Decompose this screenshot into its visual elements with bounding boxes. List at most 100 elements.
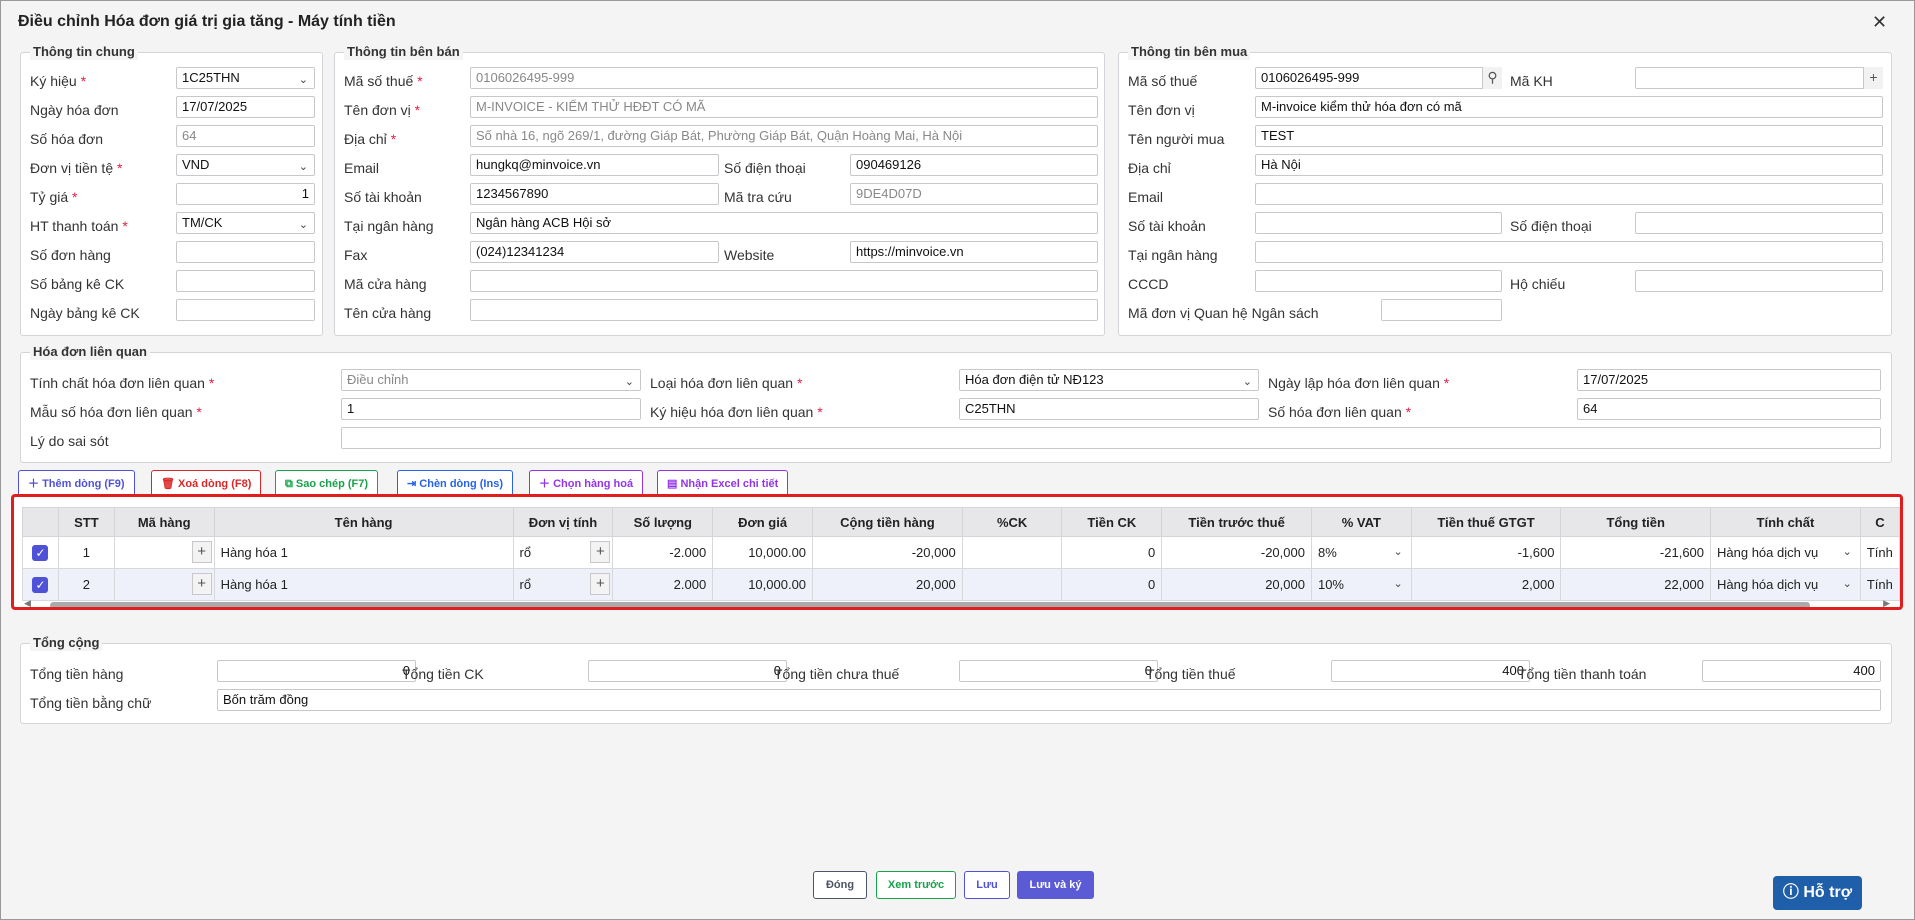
cell-pre-tax[interactable]: -20,000 (1161, 536, 1312, 569)
col-amount[interactable]: Cộng tiền hàng (812, 507, 963, 537)
cell-code[interactable]: + (113, 536, 215, 569)
cell-vat[interactable]: 8% ⌄ (1310, 536, 1412, 569)
related-nature-select[interactable]: Điều chỉnh ⌄ (341, 369, 641, 391)
buyer-phone-input[interactable] (1635, 212, 1883, 234)
save-button[interactable]: Lưu (964, 871, 1010, 899)
add-customer-icon[interactable]: + (1863, 67, 1883, 89)
import-excel-button[interactable]: ▤ Nhận Excel chi tiết (657, 470, 789, 498)
cell-ck[interactable]: 0 (1061, 568, 1163, 601)
col-vat[interactable]: % VAT (1310, 507, 1412, 537)
cell-vat-amount[interactable]: -1,600 (1410, 536, 1562, 569)
buyer-account-input[interactable] (1255, 212, 1502, 234)
error-reason-input[interactable] (341, 427, 1881, 449)
fax-input[interactable]: (024)12341234 (470, 241, 719, 263)
scroll-left-icon[interactable]: ◀ (24, 598, 31, 608)
copy-row-button[interactable]: ⧉ Sao chép (F7) (275, 470, 379, 498)
cell-vat-amount[interactable]: 2,000 (1410, 568, 1562, 601)
cell-ck-pct[interactable] (961, 568, 1063, 601)
seller-account-input[interactable]: 1234567890 (470, 183, 719, 205)
seller-name-input[interactable]: M-INVOICE - KIỂM THỬ HĐĐT CÓ MÃ (470, 96, 1098, 118)
cell-ck-pct[interactable] (961, 536, 1063, 569)
cell-qty[interactable]: 2.000 (612, 568, 714, 601)
seller-bank-input[interactable]: Ngân hàng ACB Hội sở (470, 212, 1098, 234)
seller-address-input[interactable]: Số nhà 16, ngõ 269/1, đường Giáp Bát, Ph… (470, 125, 1098, 147)
cell-total[interactable]: 22,000 (1560, 568, 1712, 601)
budget-code-input[interactable] (1381, 299, 1502, 321)
currency-select[interactable]: VND ⌄ (176, 154, 315, 176)
passport-input[interactable] (1635, 270, 1883, 292)
row-checkbox[interactable]: ✓ (22, 536, 59, 569)
col-nature[interactable]: Tính chất (1710, 507, 1861, 537)
col-extra[interactable]: C (1859, 507, 1900, 537)
invoice-number-input[interactable]: 64 (176, 125, 315, 147)
col-code[interactable]: Mã hàng (113, 507, 215, 537)
buyer-bank-input[interactable] (1255, 241, 1883, 263)
store-name-input[interactable] (470, 299, 1098, 321)
related-type-select[interactable]: Hóa đơn điện tử NĐ123 ⌄ (959, 369, 1259, 391)
seller-phone-input[interactable]: 090469126 (850, 154, 1098, 176)
col-ck[interactable]: Tiền CK (1061, 507, 1163, 537)
cell-price[interactable]: 10,000.00 (712, 536, 814, 569)
horizontal-scrollbar[interactable]: ◀ ▶ (24, 598, 1890, 608)
col-select[interactable] (22, 507, 59, 537)
total-goods-input[interactable]: 0 (217, 660, 416, 682)
cell-extra[interactable]: Tính (1859, 536, 1900, 569)
ck-list-date-input[interactable] (176, 299, 315, 321)
buyer-company-input[interactable]: M-invoice kiểm thử hóa đơn có mã (1255, 96, 1883, 118)
related-symbol-input[interactable]: C25THN (959, 398, 1259, 420)
add-row-button[interactable]: ＋ Thêm dòng (F9) (18, 470, 135, 498)
seller-email-input[interactable]: hungkq@minvoice.vn (470, 154, 719, 176)
buyer-name-input[interactable]: TEST (1255, 125, 1883, 147)
total-pre-tax-input[interactable]: 0 (959, 660, 1158, 682)
table-row[interactable]: ✓ 1 + Hàng hóa 1 rổ + -2.000 10,000.00 -2… (22, 536, 1900, 569)
customer-code-input[interactable] (1635, 67, 1883, 89)
close-icon[interactable]: ✕ (1872, 12, 1888, 32)
exchange-rate-input[interactable]: 1 (176, 183, 315, 205)
seller-tax-code-input[interactable]: 0106026495-999 (470, 67, 1098, 89)
preview-button[interactable]: Xem trước (876, 871, 956, 899)
cell-unit[interactable]: rổ + (512, 568, 614, 601)
row-checkbox[interactable]: ✓ (22, 568, 59, 601)
lookup-code-input[interactable]: 9DE4D07D (850, 183, 1098, 205)
search-icon[interactable]: ⚲ (1482, 67, 1502, 89)
table-row[interactable]: ✓ 2 + Hàng hóa 1 rổ + 2.000 10,000.00 20,… (22, 568, 1900, 601)
related-date-input[interactable]: 17/07/2025 (1577, 369, 1881, 391)
ck-list-number-input[interactable] (176, 270, 315, 292)
help-button[interactable]: ⓘ Hỗ trợ (1773, 876, 1862, 910)
invoice-date-input[interactable]: 17/07/2025 (176, 96, 315, 118)
buyer-email-input[interactable] (1255, 183, 1883, 205)
order-number-input[interactable] (176, 241, 315, 263)
total-tax-input[interactable]: 400 (1331, 660, 1530, 682)
total-ck-input[interactable]: 0 (588, 660, 787, 682)
symbol-select[interactable]: 1C25THN ⌄ (176, 67, 315, 89)
col-unit[interactable]: Đơn vị tính (512, 507, 614, 537)
col-vat-amount[interactable]: Tiền thuế GTGT (1410, 507, 1562, 537)
col-ck-pct[interactable]: %CK (961, 507, 1063, 537)
cell-amount[interactable]: -20,000 (812, 536, 963, 569)
cell-nature[interactable]: Hàng hóa dịch vụ ⌄ (1710, 568, 1861, 601)
col-name[interactable]: Tên hàng (213, 507, 514, 537)
cell-unit[interactable]: rổ + (512, 536, 614, 569)
total-pay-input[interactable]: 400 (1702, 660, 1881, 682)
cell-ck[interactable]: 0 (1061, 536, 1163, 569)
col-qty[interactable]: Số lượng (612, 507, 714, 537)
cell-name[interactable]: Hàng hóa 1 (213, 536, 514, 569)
cell-price[interactable]: 10,000.00 (712, 568, 814, 601)
cell-vat[interactable]: 10% ⌄ (1310, 568, 1412, 601)
cell-code[interactable]: + (113, 568, 215, 601)
save-sign-button[interactable]: Lưu và ký (1017, 871, 1094, 899)
payment-method-select[interactable]: TM/CK ⌄ (176, 212, 315, 234)
total-words-input[interactable]: Bốn trăm đồng (217, 689, 1881, 711)
col-price[interactable]: Đơn giá (712, 507, 814, 537)
scroll-right-icon[interactable]: ▶ (1883, 598, 1890, 608)
cell-extra[interactable]: Tính (1859, 568, 1900, 601)
col-pre-tax[interactable]: Tiền trước thuế (1161, 507, 1312, 537)
buyer-address-input[interactable]: Hà Nội (1255, 154, 1883, 176)
related-template-input[interactable]: 1 (341, 398, 641, 420)
related-number-input[interactable]: 64 (1577, 398, 1881, 420)
cell-pre-tax[interactable]: 20,000 (1161, 568, 1312, 601)
close-button[interactable]: Đóng (813, 871, 867, 899)
store-code-input[interactable] (470, 270, 1098, 292)
cell-qty[interactable]: -2.000 (612, 536, 714, 569)
cell-total[interactable]: -21,600 (1560, 536, 1712, 569)
